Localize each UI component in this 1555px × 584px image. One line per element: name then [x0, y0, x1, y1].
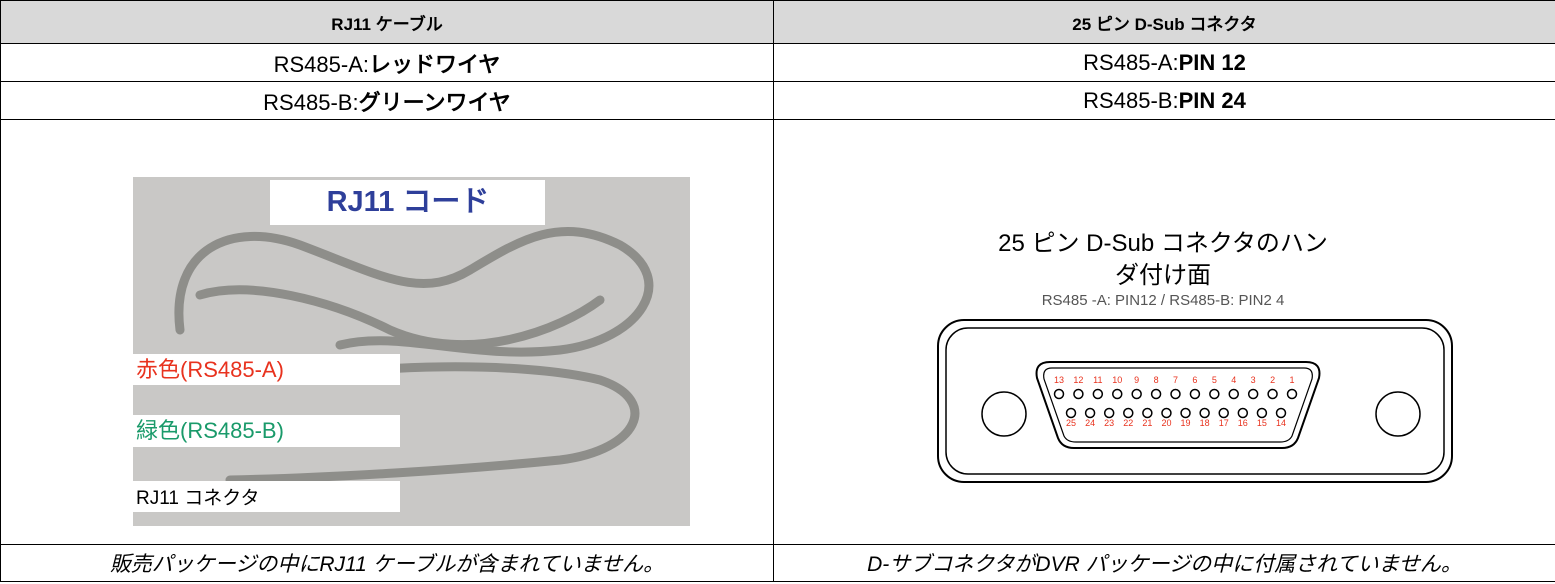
cell: RS485-B:PIN 24	[773, 81, 1555, 120]
pin-number: 21	[1142, 418, 1152, 428]
pin	[1131, 388, 1142, 400]
shell	[1035, 361, 1321, 449]
pin-number: 9	[1134, 375, 1139, 385]
pin	[1161, 407, 1172, 419]
flange	[945, 327, 1445, 475]
pin	[1142, 407, 1153, 419]
pins: 13 12 11 10 9 8 7 6 5 4 3 2 125 24 23 22 21 20 19 18 17 16 15 1…	[1053, 375, 1298, 428]
pin-number: 12	[1073, 375, 1083, 385]
cell-label: RS485-A:	[1083, 49, 1179, 75]
pin	[1228, 388, 1239, 400]
pin	[1247, 388, 1259, 400]
flange	[937, 319, 1453, 483]
note: 販売パッケージの中にRJ11 ケーブルが含まれていません。	[0, 544, 774, 582]
pin-number: 23	[1104, 418, 1114, 428]
pin	[1112, 388, 1123, 400]
pin	[1218, 407, 1229, 419]
diagram-title: 25 ピン D-Sub コネクタのハン	[998, 230, 1328, 257]
label-box	[133, 354, 400, 385]
cell-value: グリーンワイヤ	[358, 89, 511, 115]
diagram-subtitle: RS485 -A: PIN12 / RS485-B: PIN2 4	[1042, 292, 1285, 309]
pin-number: 25	[1066, 418, 1076, 428]
pin	[1103, 407, 1115, 419]
pin-number: 18	[1200, 418, 1210, 428]
pin	[1237, 407, 1249, 419]
pin	[1199, 407, 1210, 419]
pin	[1286, 388, 1298, 400]
cell: RS485-A:レッドワイヤ	[0, 43, 774, 82]
pin-number: 20	[1161, 418, 1171, 428]
pin	[1267, 388, 1278, 400]
pin	[1073, 388, 1084, 400]
cell: RS485-A:PIN 12	[773, 43, 1555, 82]
pin-number: 17	[1219, 418, 1229, 428]
pin-number: 22	[1123, 418, 1133, 428]
pin-number: 7	[1173, 375, 1178, 385]
cable	[174, 227, 654, 485]
cell-value: PIN 24	[1178, 87, 1246, 113]
mount-hole	[981, 391, 1027, 437]
cell: RS485-B:グリーンワイヤ	[0, 81, 774, 120]
cell-label: RS485-A:	[273, 51, 370, 77]
diagram-title: ダ付け面	[1115, 262, 1211, 289]
pin-number: 15	[1257, 418, 1267, 428]
pin-number: 13	[1054, 375, 1064, 385]
pin	[1053, 388, 1065, 400]
pin-number: 19	[1181, 418, 1191, 428]
pin	[1209, 388, 1220, 400]
pin-number: 6	[1192, 375, 1197, 385]
pin-number: 4	[1231, 375, 1236, 385]
pin	[1092, 388, 1104, 400]
cell-label: RS485-B:	[263, 89, 359, 115]
pin-number: 1	[1289, 375, 1294, 385]
pin-number: 24	[1085, 418, 1095, 428]
photo-label: 赤色(RS485-A)	[136, 357, 284, 382]
pin	[1180, 407, 1191, 419]
pin-number: 11	[1093, 375, 1102, 385]
header-cell: 25 ピン D-Sub コネクタ	[773, 0, 1555, 44]
photo-title: RJ11 コード	[327, 186, 490, 218]
header-cell: RJ11 ケーブル	[0, 0, 774, 44]
pin	[1256, 407, 1268, 419]
pin	[1084, 407, 1096, 419]
shell	[1043, 367, 1313, 443]
pin-number: 14	[1276, 418, 1286, 428]
pin	[1189, 388, 1201, 400]
cell-value: レッドワイヤ	[369, 51, 501, 77]
pin-number: 2	[1270, 375, 1275, 385]
pin	[1170, 388, 1181, 400]
pin	[1150, 388, 1162, 400]
cell-label: RS485-B:	[1083, 87, 1179, 113]
photo-label: 緑色(RS485-B)	[136, 418, 284, 443]
photo-label: RJ11 コネクタ	[136, 487, 259, 509]
label-box	[133, 415, 400, 447]
photo-title-box	[270, 180, 545, 225]
pin	[1065, 407, 1077, 419]
pin-number: 8	[1154, 375, 1159, 385]
cell-value: PIN 12	[1178, 49, 1246, 75]
pin-number: 5	[1212, 375, 1217, 385]
pin-number: 16	[1238, 418, 1248, 428]
pin-number: 10	[1112, 375, 1122, 385]
pin-number: 3	[1251, 375, 1256, 385]
mount-hole	[1375, 391, 1421, 437]
pin	[1123, 407, 1134, 419]
label-box	[133, 481, 400, 512]
pin	[1275, 407, 1287, 419]
note: D-サブコネクタがDVR パッケージの中に付属されていません。	[773, 544, 1555, 582]
